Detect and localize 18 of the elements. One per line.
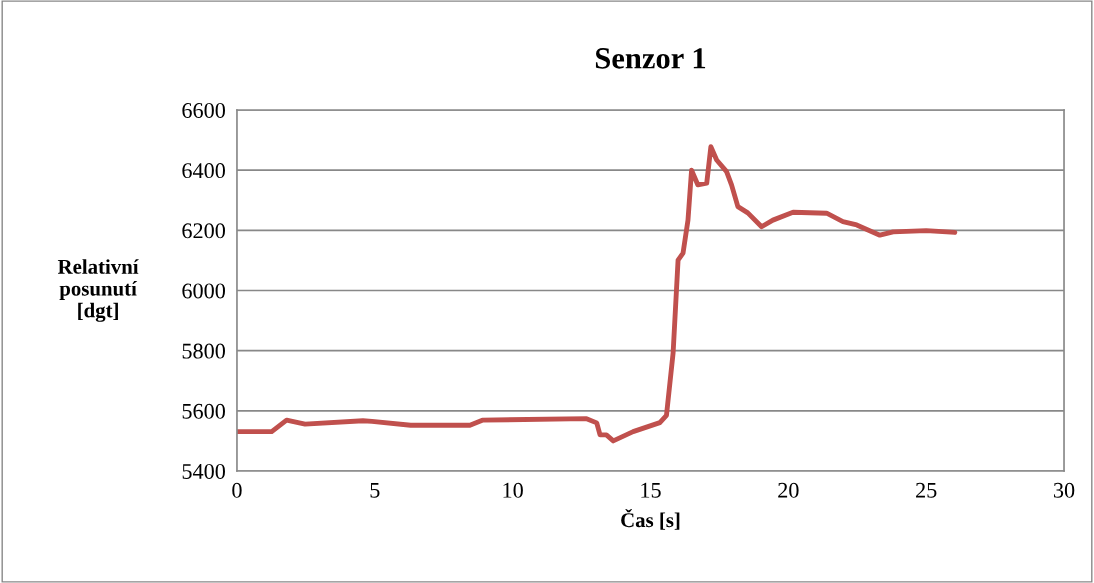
- y-tick-label: 6400: [182, 163, 225, 179]
- x-tick-label: 0: [232, 482, 242, 498]
- y-tick-label: 5600: [182, 403, 225, 419]
- y-tick-label: 5800: [182, 343, 225, 359]
- y-tick-label: 6000: [182, 283, 225, 299]
- x-axis-title: Čas [s]: [621, 508, 680, 530]
- chart-title: Senzor 1: [595, 48, 706, 69]
- y-tick-label: 6600: [182, 102, 225, 118]
- x-tick-label: 30: [1053, 482, 1075, 498]
- y-tick-label: 5400: [182, 463, 225, 479]
- x-tick-label: 10: [503, 482, 523, 498]
- y-axis-title: Relativní posunutí [dgt]: [57, 259, 139, 322]
- y-tick-label: 6200: [182, 223, 225, 239]
- x-tick-label: 5: [370, 482, 380, 498]
- x-tick-label: 20: [778, 482, 799, 498]
- line-series: [236, 144, 958, 444]
- x-tick-label: 25: [916, 482, 937, 498]
- x-tick-label: 15: [641, 482, 661, 498]
